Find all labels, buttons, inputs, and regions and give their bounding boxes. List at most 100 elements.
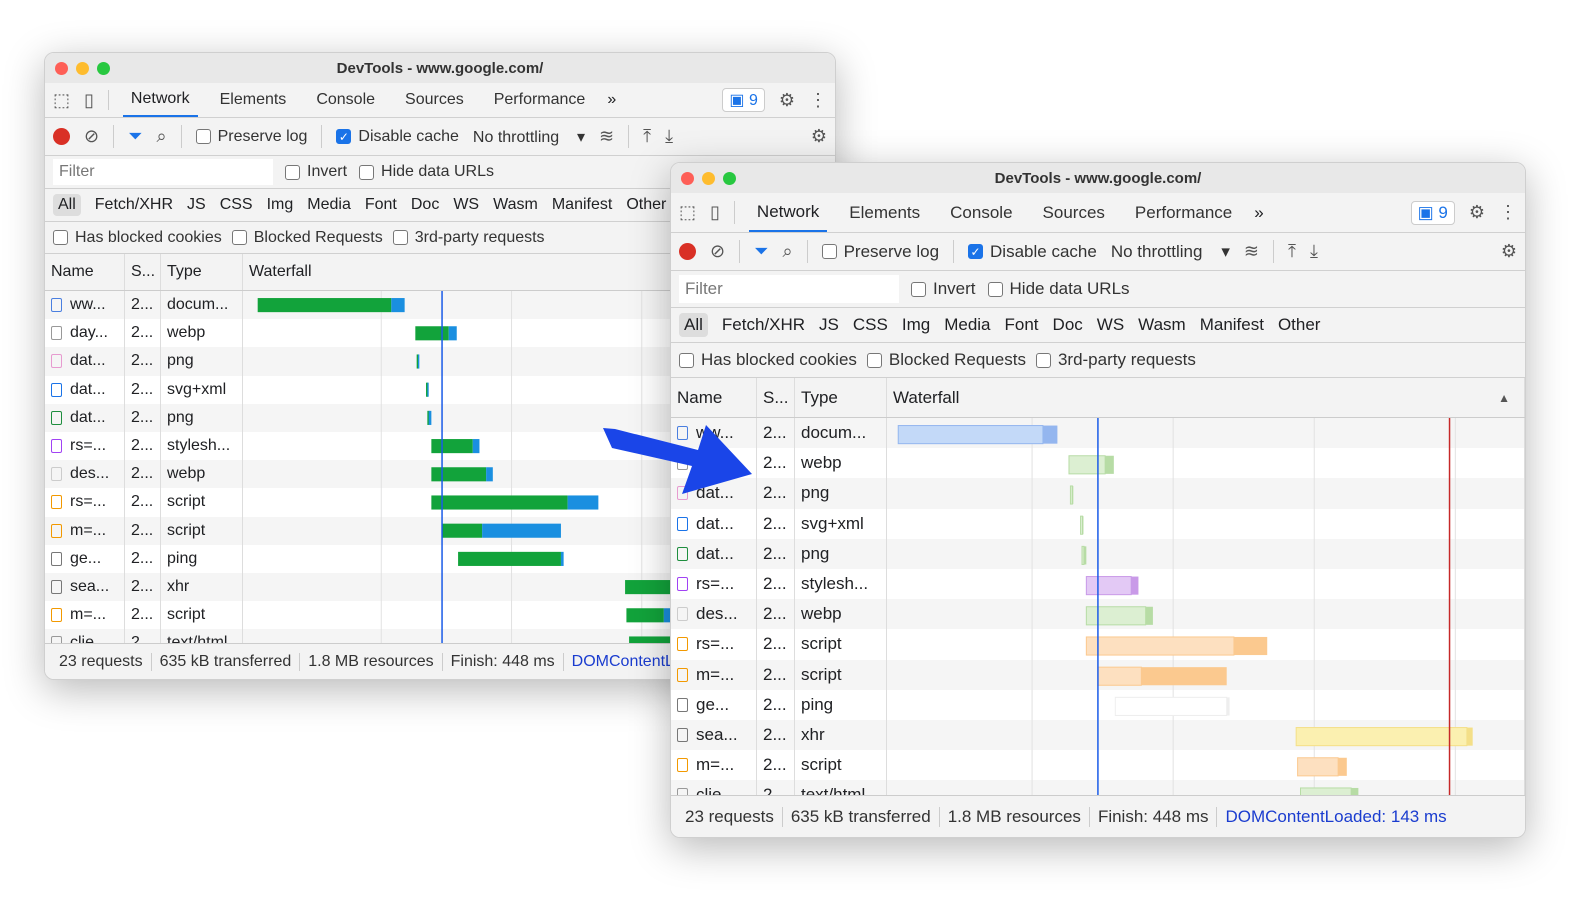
type-filter-other[interactable]: Other <box>626 196 667 213</box>
type-filter-wasm[interactable]: Wasm <box>493 196 538 213</box>
more-options-icon[interactable]: ⋮ <box>1499 202 1517 222</box>
filter-checkbox[interactable]: 3rd-party requests <box>392 229 545 247</box>
search-icon[interactable]: ⌕ <box>782 241 793 261</box>
network-settings-icon[interactable]: ⚙ <box>810 126 827 146</box>
network-conditions-icon[interactable]: ≋ <box>599 126 615 146</box>
type-filter-ws[interactable]: WS <box>453 196 480 213</box>
type-filter-manifest[interactable]: Manifest <box>1199 315 1264 334</box>
minimize-button[interactable] <box>702 172 715 185</box>
type-filter-fetch-xhr[interactable]: Fetch/XHR <box>721 315 806 334</box>
network-settings-icon[interactable]: ⚙ <box>1500 241 1517 261</box>
minimize-button[interactable] <box>76 62 89 75</box>
preserve-log-checkbox[interactable]: Preserve log <box>195 128 307 146</box>
table-row[interactable]: rs=... 2... script <box>671 629 1525 660</box>
filter-input[interactable]: Filter <box>53 159 273 185</box>
settings-gear-icon[interactable]: ⚙ <box>778 89 795 110</box>
type-filter-font[interactable]: Font <box>1004 315 1039 334</box>
tab-elements[interactable]: Elements <box>849 202 921 222</box>
type-filter-font[interactable]: Font <box>364 196 397 213</box>
table-row[interactable]: dat... 2... svg+xml <box>671 508 1525 539</box>
type-filter-css[interactable]: CSS <box>852 315 888 334</box>
table-row[interactable]: rs=... 2... script <box>45 488 835 517</box>
issues-badge[interactable]: ▣ 9 <box>722 88 765 112</box>
close-button[interactable] <box>681 172 694 185</box>
disable-cache-checkbox[interactable]: ✓ Disable cache <box>968 242 1097 262</box>
table-row[interactable]: m=... 2... script <box>45 601 835 630</box>
filter-checkbox[interactable]: Has blocked cookies <box>679 350 857 370</box>
filter-icon[interactable]: ⏷ <box>128 126 143 146</box>
device-toolbar-icon[interactable]: ▯ <box>84 89 94 110</box>
record-button[interactable] <box>53 128 70 145</box>
zoom-button[interactable] <box>97 62 110 75</box>
type-filter-ws[interactable]: WS <box>1096 315 1125 334</box>
import-har-icon[interactable]: ⤒ <box>1288 241 1296 261</box>
type-filter-js[interactable]: JS <box>819 315 839 334</box>
tab-performance[interactable]: Performance <box>1134 202 1233 222</box>
type-filter-js[interactable]: JS <box>187 196 206 213</box>
table-row[interactable]: day...2...webp <box>45 319 835 348</box>
tab-elements[interactable]: Elements <box>219 91 287 108</box>
column-header[interactable]: Name <box>671 378 757 417</box>
more-tabs-button[interactable]: » <box>607 91 617 108</box>
type-filter-all[interactable]: All <box>53 194 81 216</box>
table-row[interactable]: dat... 2... svg+xml <box>45 375 835 404</box>
export-har-icon[interactable]: ⤓ <box>665 126 674 146</box>
table-row[interactable]: ge... 2... ping <box>45 544 835 573</box>
type-filter-media[interactable]: Media <box>307 196 351 213</box>
type-filter-manifest[interactable]: Manifest <box>551 196 613 213</box>
clear-icon[interactable]: ⊘ <box>84 126 100 146</box>
tab-console[interactable]: Console <box>316 91 376 108</box>
table-row[interactable]: ge... 2... ping <box>671 689 1525 720</box>
tab-performance[interactable]: Performance <box>493 91 586 108</box>
type-filter-img[interactable]: Img <box>901 315 931 334</box>
tab-sources[interactable]: Sources <box>405 91 464 108</box>
settings-gear-icon[interactable]: ⚙ <box>1468 202 1485 222</box>
disable-cache-checkbox[interactable]: ✓ Disable cache <box>336 128 459 146</box>
type-filter-doc[interactable]: Doc <box>1052 315 1083 334</box>
export-har-icon[interactable]: ⤓ <box>1309 241 1318 261</box>
type-filter-fetch-xhr[interactable]: Fetch/XHR <box>94 196 174 213</box>
more-options-icon[interactable]: ⋮ <box>809 89 827 110</box>
invert-checkbox[interactable]: Invert <box>911 279 976 299</box>
tab-network[interactable]: Network <box>122 83 198 117</box>
tab-network[interactable]: Network <box>748 193 828 232</box>
zoom-button[interactable] <box>723 172 736 185</box>
column-header[interactable]: Name <box>45 254 125 290</box>
column-header[interactable]: Type <box>161 254 243 290</box>
more-tabs-button[interactable]: » <box>1254 202 1264 222</box>
record-button[interactable] <box>679 243 696 260</box>
filter-checkbox[interactable]: 3rd-party requests <box>1035 350 1196 370</box>
column-header[interactable]: Waterfall ▲ <box>887 378 1525 417</box>
tab-console[interactable]: Console <box>950 202 1013 222</box>
column-header[interactable]: S... <box>125 254 161 290</box>
filter-input[interactable]: Filter <box>679 274 899 304</box>
type-filter-img[interactable]: Img <box>266 196 294 213</box>
filter-icon[interactable]: ⏷ <box>754 241 769 261</box>
search-icon[interactable]: ⌕ <box>156 126 167 146</box>
throttling-select[interactable]: No throttling ▾ <box>472 128 585 146</box>
inspect-icon[interactable]: ⬚ <box>679 202 697 222</box>
type-filter-wasm[interactable]: Wasm <box>1138 315 1186 334</box>
invert-checkbox[interactable]: Invert <box>285 163 347 181</box>
filter-checkbox[interactable]: Blocked Requests <box>866 350 1026 370</box>
table-row[interactable]: m=... 2... script <box>671 750 1525 781</box>
filter-checkbox[interactable]: Has blocked cookies <box>53 229 222 247</box>
type-filter-media[interactable]: Media <box>944 315 991 334</box>
import-har-icon[interactable]: ⤒ <box>643 126 652 146</box>
type-filter-css[interactable]: CSS <box>219 196 253 213</box>
throttling-select[interactable]: No throttling ▾ <box>1110 241 1230 261</box>
close-button[interactable] <box>55 62 68 75</box>
inspect-icon[interactable]: ⬚ <box>53 89 71 110</box>
preserve-log-checkbox[interactable]: Preserve log <box>821 242 939 262</box>
type-filter-all[interactable]: All <box>679 313 708 337</box>
column-header[interactable]: S... <box>757 378 795 417</box>
clear-icon[interactable]: ⊘ <box>710 241 726 261</box>
hide-data-urls-checkbox[interactable]: Hide data URLs <box>359 163 494 181</box>
type-filter-other[interactable]: Other <box>1277 315 1321 334</box>
tab-sources[interactable]: Sources <box>1042 202 1105 222</box>
type-filter-doc[interactable]: Doc <box>410 196 440 213</box>
issues-badge[interactable]: ▣ 9 <box>1410 200 1455 225</box>
filter-checkbox[interactable]: Blocked Requests <box>231 229 383 247</box>
network-conditions-icon[interactable]: ≋ <box>1243 241 1260 261</box>
sort-ascending-icon[interactable]: ▲ <box>1498 390 1510 405</box>
